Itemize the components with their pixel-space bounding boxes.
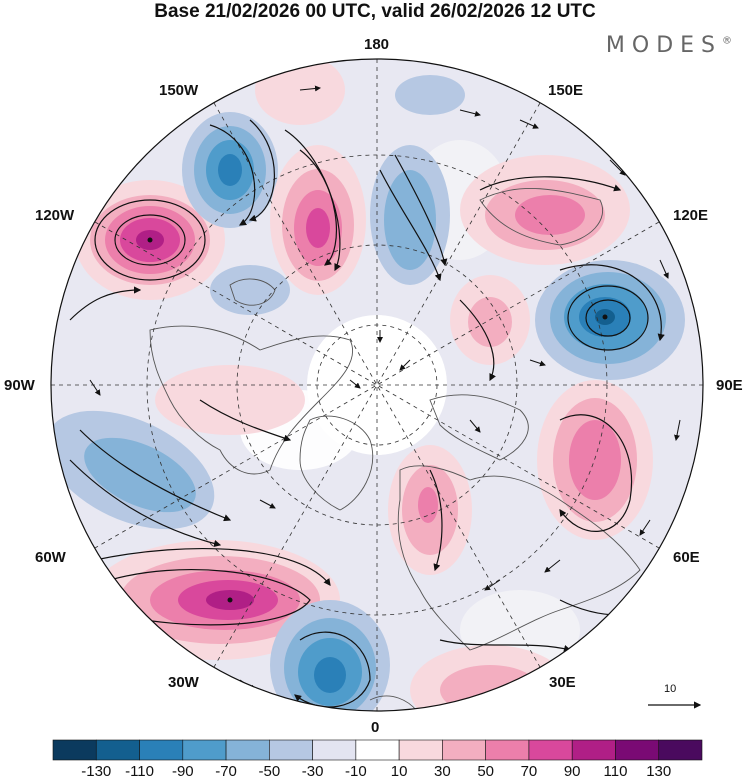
negative-anomaly-135W bbox=[210, 265, 290, 315]
chart-title: Base 21/02/2026 00 UTC, valid 26/02/2026… bbox=[154, 1, 596, 22]
lon-label-60w: 60W bbox=[35, 549, 66, 566]
lon-label-30w: 30W bbox=[168, 674, 199, 691]
lon-label-90w: 90W bbox=[4, 377, 35, 394]
positive-anomaly-20E bbox=[388, 445, 472, 575]
colorbar-tick-label: -110 bbox=[125, 763, 154, 780]
colorbar-tick-label: 90 bbox=[563, 763, 581, 780]
colorbar-swatch bbox=[269, 739, 313, 761]
colorbar-tick-label: -130 bbox=[81, 763, 112, 780]
colorbar-tick-label: 110 bbox=[603, 763, 628, 780]
colorbar-swatch bbox=[182, 739, 227, 761]
lon-label-120w: 120W bbox=[35, 207, 75, 224]
colorbar-tick-label: -50 bbox=[258, 763, 281, 780]
colorbar-tick-label: 50 bbox=[477, 763, 494, 780]
colorbar-tick-label: 130 bbox=[646, 763, 672, 780]
lon-label-90e: 90E bbox=[716, 377, 743, 394]
colorbar-swatch bbox=[95, 739, 140, 761]
colorbar-swatch bbox=[442, 739, 486, 761]
colorbar-swatch bbox=[225, 739, 270, 761]
lon-label-150w: 150W bbox=[159, 82, 199, 99]
colorbar-tick-label: -70 bbox=[215, 763, 237, 780]
coastlines bbox=[149, 188, 641, 711]
reference-vector-label: 10 bbox=[664, 683, 677, 695]
center-marks bbox=[147, 237, 608, 603]
colorbar-swatch bbox=[571, 739, 616, 761]
positive-anomaly-85W bbox=[155, 365, 305, 435]
positive-anomaly-170W bbox=[270, 145, 366, 295]
colorbar bbox=[52, 739, 703, 761]
colorbar-tick-label: 70 bbox=[520, 763, 538, 780]
colorbar-swatch bbox=[485, 739, 530, 761]
positive-anomaly-70E bbox=[537, 380, 653, 540]
colorbar-swatch bbox=[528, 739, 573, 761]
colorbar-tick-label: -10 bbox=[345, 763, 367, 780]
graticule bbox=[51, 59, 703, 711]
colorbar-swatch bbox=[615, 739, 660, 761]
lon-label-180: 180 bbox=[364, 36, 390, 53]
positive-anomaly-40W bbox=[90, 540, 340, 660]
brand-name: MODES bbox=[605, 33, 722, 58]
colorbar-swatch bbox=[52, 739, 97, 761]
map-boundary bbox=[50, 58, 704, 712]
lon-label-120e: 120E bbox=[673, 207, 709, 224]
lon-label-60e: 60E bbox=[673, 549, 700, 566]
colorbar-swatch bbox=[355, 739, 400, 761]
colorbar-swatch bbox=[139, 739, 184, 761]
colorbar-tick-label: 30 bbox=[434, 763, 451, 780]
colorbar-tick-label: -30 bbox=[301, 763, 324, 780]
lon-label-30e: 30E bbox=[549, 674, 576, 691]
positive-anomaly-140E bbox=[460, 155, 630, 265]
streamlines bbox=[69, 119, 671, 708]
colorbar-swatch bbox=[398, 739, 443, 761]
colorbar-swatch bbox=[312, 739, 357, 761]
modes-logo: MODES® bbox=[606, 33, 732, 58]
negative-anomaly-110E bbox=[535, 260, 685, 380]
lon-label-150e: 150E bbox=[548, 82, 584, 99]
colorbar-tick-label: 10 bbox=[390, 763, 408, 780]
registered-mark: ® bbox=[722, 35, 732, 47]
colorbar-swatch bbox=[658, 739, 703, 761]
colorbar-tick-label: -90 bbox=[171, 763, 194, 780]
positive-anomaly-15E bbox=[410, 645, 570, 711]
lon-label-0: 0 bbox=[371, 719, 380, 736]
